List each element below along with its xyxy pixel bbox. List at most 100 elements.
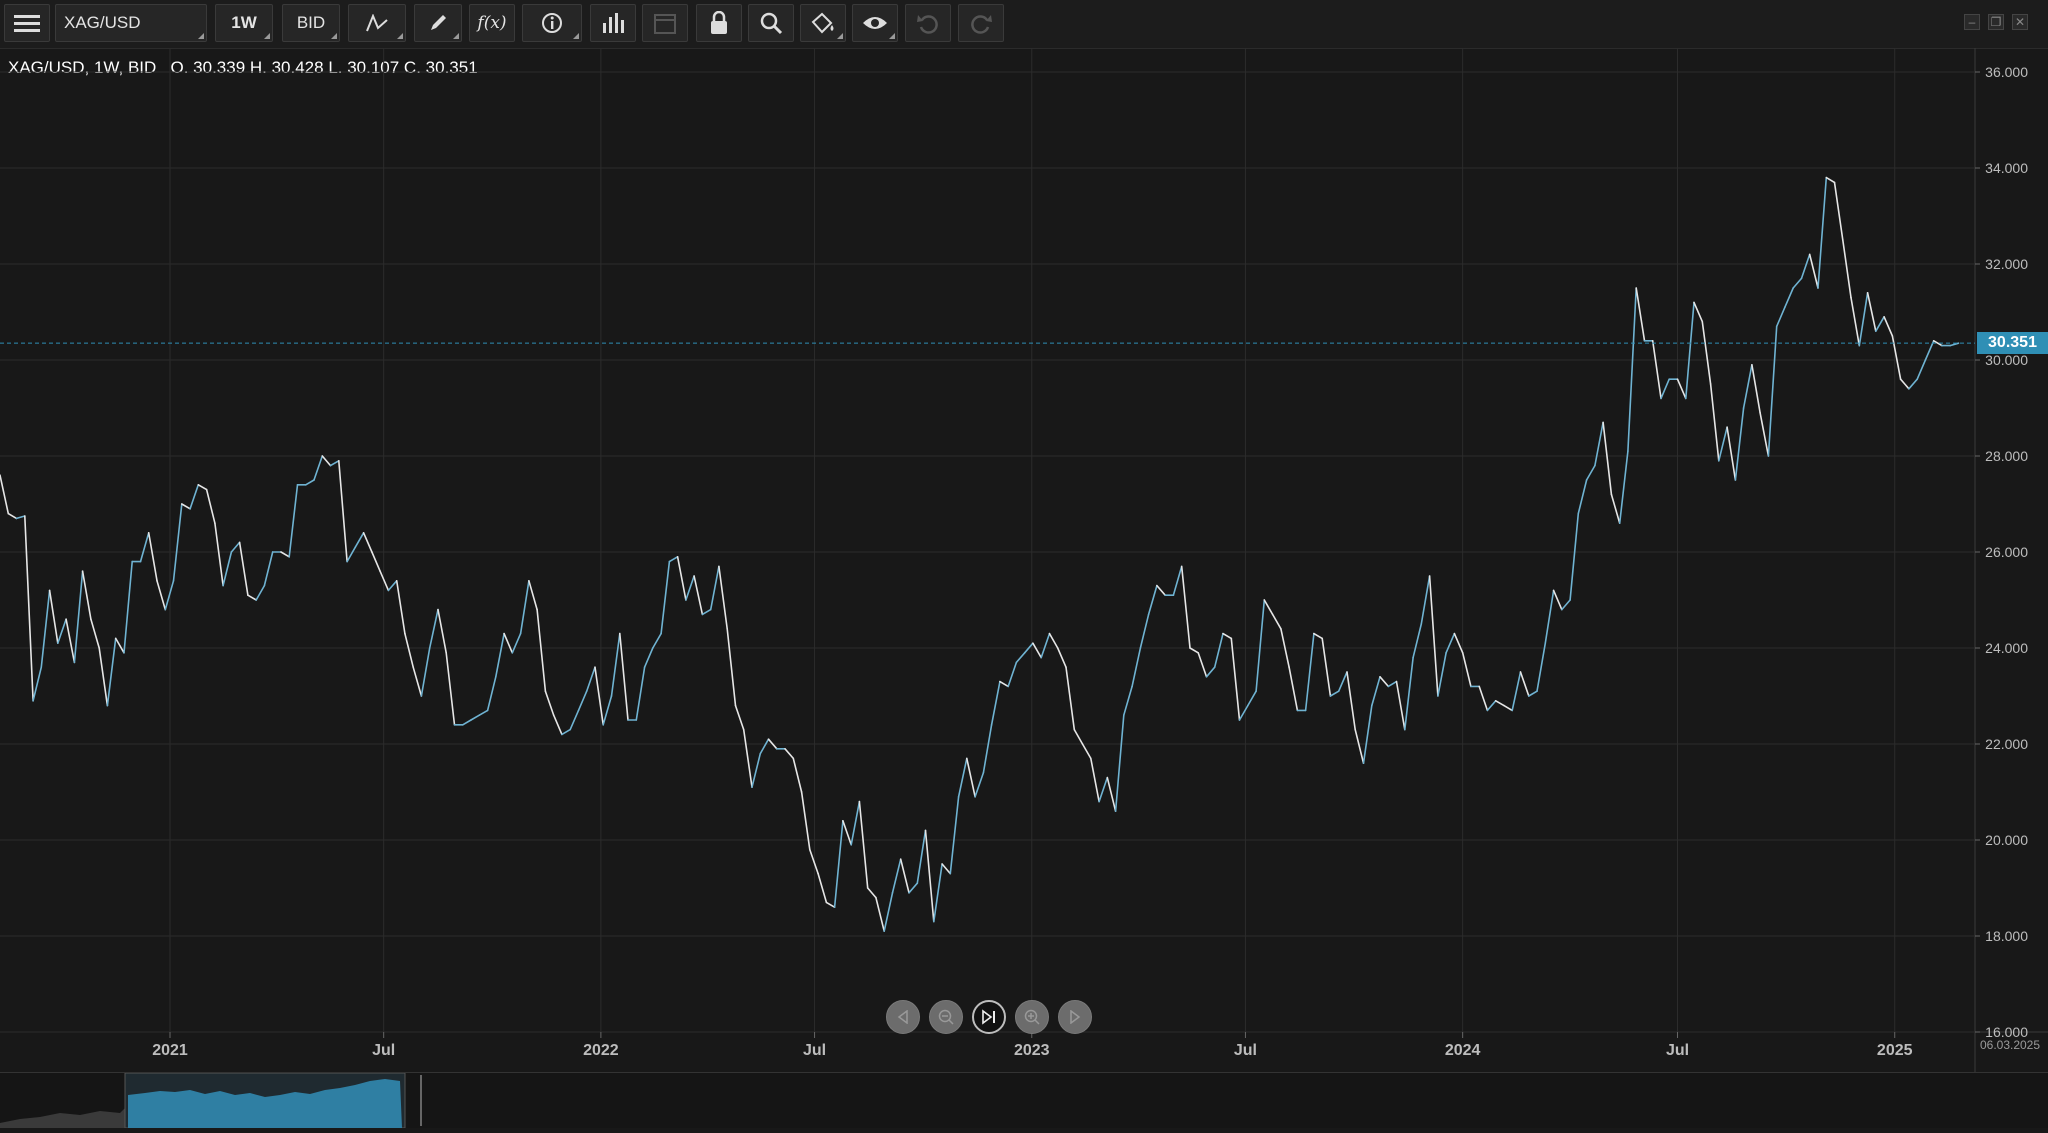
price-segment <box>1775 306 1786 328</box>
time-tick-label: 2022 <box>583 1042 619 1059</box>
symbol-selector[interactable]: XAG/USD <box>55 4 207 42</box>
price-segment <box>1412 623 1423 659</box>
price-segment <box>693 575 704 616</box>
price-type-selector[interactable]: BID <box>282 4 340 42</box>
go-to-last-button[interactable] <box>972 1000 1006 1034</box>
price-segment <box>1833 181 1844 241</box>
price-segment <box>594 666 605 726</box>
price-segment <box>569 709 580 731</box>
lock-button[interactable] <box>696 4 742 42</box>
zoom-out-button[interactable] <box>929 1000 963 1034</box>
price-segment <box>709 565 720 611</box>
price-segment <box>585 666 596 693</box>
price-segment <box>1825 176 1836 184</box>
price-segment <box>1511 671 1522 712</box>
price-segment <box>1428 575 1439 697</box>
price-chart[interactable]: 36.000 34.000 32.000 30.000 28.000 26.000 24.0… <box>0 48 2048 1072</box>
price-segment <box>1726 426 1737 481</box>
visibility-button[interactable] <box>852 4 898 42</box>
timeframe-selector[interactable]: 1W <box>215 4 273 42</box>
price-segment <box>1379 675 1390 688</box>
redo-button[interactable] <box>958 4 1004 42</box>
price-segment <box>288 483 299 558</box>
price-segment <box>0 474 10 515</box>
price-segment <box>15 515 26 520</box>
price-tick-label: 30.000 <box>1985 352 2028 368</box>
price-segment <box>494 632 505 678</box>
price-tick-label: 24.000 <box>1985 640 2028 656</box>
zoom-in-icon <box>1024 1009 1040 1025</box>
close-window-button[interactable]: ✕ <box>2012 14 2028 30</box>
price-segment <box>842 819 853 846</box>
price-segment <box>470 714 481 721</box>
scroll-right-button[interactable] <box>1058 1000 1092 1034</box>
price-segment <box>1313 632 1323 640</box>
price-segment <box>916 829 927 885</box>
price-segment <box>817 872 828 904</box>
price-segment <box>214 522 224 587</box>
info-button[interactable] <box>522 4 582 42</box>
price-tick-label: 28.000 <box>1985 448 2028 464</box>
price-segment <box>1106 776 1117 813</box>
price-segment <box>1180 565 1191 649</box>
price-segment <box>56 618 67 645</box>
price-segment <box>660 560 671 635</box>
price-segment <box>561 728 572 736</box>
restore-window-button[interactable]: ❐ <box>1988 14 2004 30</box>
drawing-tools-button[interactable] <box>414 4 462 42</box>
price-segment <box>759 738 770 755</box>
price-segment <box>1552 589 1563 611</box>
price-segment <box>1685 301 1695 400</box>
price-segment <box>1891 335 1902 381</box>
paint-bucket-icon <box>811 12 834 34</box>
price-segment <box>1346 671 1356 731</box>
scroll-left-button[interactable] <box>886 1000 920 1034</box>
price-segment <box>387 579 398 592</box>
price-segment <box>1800 253 1811 280</box>
menu-button[interactable] <box>4 4 50 42</box>
price-segment <box>1899 378 1910 390</box>
chart-navigator[interactable] <box>0 1072 2048 1129</box>
calendar-button[interactable] <box>642 4 688 42</box>
price-segment <box>1866 292 1877 333</box>
price-tick-label: 32.000 <box>1985 256 2028 272</box>
price-tick-label: 36.000 <box>1985 64 2028 80</box>
price-segment <box>164 579 175 611</box>
price-segment <box>825 901 836 909</box>
price-segment <box>73 570 84 664</box>
price-segment <box>924 829 935 923</box>
price-segment <box>511 632 522 654</box>
color-theme-button[interactable] <box>800 4 846 42</box>
price-segment <box>718 565 729 630</box>
price-segment <box>412 666 423 697</box>
zoom-in-button[interactable] <box>1015 1000 1049 1034</box>
chart-type-button[interactable] <box>348 4 406 42</box>
price-segment <box>1792 277 1803 289</box>
price-segment <box>932 863 943 923</box>
price-segment <box>866 887 877 899</box>
calendar-icon <box>654 14 676 34</box>
price-segment <box>238 541 249 597</box>
price-segment <box>685 575 695 601</box>
price-segment <box>1015 651 1026 664</box>
price-segment <box>1676 378 1687 400</box>
price-segment <box>602 695 613 726</box>
undo-button[interactable] <box>905 4 951 42</box>
price-segment <box>1040 632 1051 659</box>
price-segment <box>751 752 762 789</box>
price-segment <box>858 800 869 889</box>
price-axis: 36.000 34.000 32.000 30.000 28.000 26.000 24.0… <box>1975 64 2028 1040</box>
price-segment <box>1742 363 1753 409</box>
lock-icon <box>711 11 727 34</box>
indicators-button[interactable]: f(x) <box>469 4 515 42</box>
price-tick-label: 18.000 <box>1985 928 2028 944</box>
price-segment <box>1693 301 1704 323</box>
minimize-window-button[interactable]: – <box>1964 14 1980 30</box>
price-segment <box>974 771 985 798</box>
time-tick-label: 2021 <box>152 1042 188 1059</box>
price-segment <box>1172 565 1183 597</box>
zoom-button[interactable] <box>748 4 794 42</box>
price-segment <box>304 479 315 486</box>
price-segment <box>1569 512 1580 601</box>
volume-button[interactable] <box>590 4 636 42</box>
